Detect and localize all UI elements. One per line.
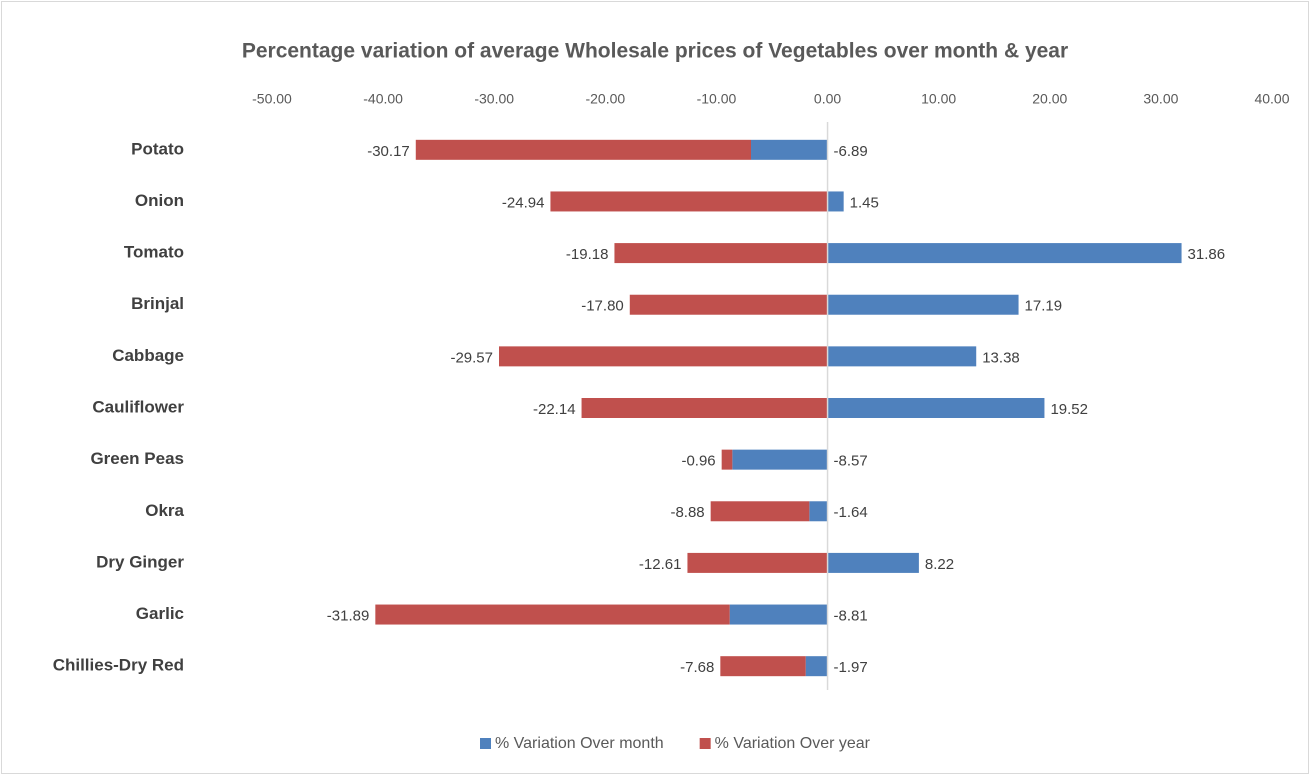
data-label: -0.96 [681, 453, 715, 470]
bar [805, 656, 828, 677]
bar [629, 294, 828, 315]
x-tick-label: 0.00 [814, 91, 841, 107]
legend-label: % Variation Over month [495, 735, 664, 752]
data-label: 8.22 [925, 556, 954, 573]
bar [581, 398, 828, 418]
bar [415, 139, 751, 160]
data-label: -30.17 [367, 143, 410, 160]
legend-swatch [480, 738, 491, 749]
data-label: 17.19 [1025, 298, 1063, 315]
bar [827, 191, 844, 212]
data-label: -8.57 [834, 453, 868, 470]
x-tick-label: -30.00 [474, 91, 514, 107]
category-label: Potato [131, 139, 184, 158]
bar [809, 501, 828, 522]
bar [375, 604, 730, 625]
chart-title: Percentage variation of average Wholesal… [242, 40, 1068, 63]
category-label: Okra [145, 501, 184, 520]
bar [751, 139, 828, 160]
data-label: -19.18 [566, 246, 609, 263]
data-label: -24.94 [502, 194, 545, 211]
bar [687, 552, 828, 573]
data-label: -6.89 [834, 143, 868, 160]
x-tick-label: -10.00 [697, 91, 737, 107]
category-label: Brinjal [131, 294, 184, 313]
data-label: -12.61 [639, 556, 682, 573]
bar [827, 346, 977, 367]
bar [827, 294, 1019, 315]
bar [729, 604, 828, 625]
x-tick-label: -20.00 [585, 91, 625, 107]
category-label: Cauliflower [92, 397, 184, 416]
x-tick-label: 10.00 [921, 91, 956, 107]
category-label: Garlic [136, 604, 184, 623]
data-label: -31.89 [327, 608, 370, 625]
legend-label: % Variation Over year [715, 735, 871, 752]
bar [710, 501, 810, 522]
data-label: -8.81 [834, 608, 868, 625]
data-label: 19.52 [1050, 401, 1088, 418]
category-label: Green Peas [90, 449, 184, 468]
data-label: -1.64 [834, 504, 868, 521]
x-tick-label: -50.00 [252, 91, 292, 107]
x-tick-label: 40.00 [1254, 91, 1289, 107]
legend-swatch [699, 738, 711, 749]
data-label: -29.57 [450, 349, 493, 366]
data-label: 13.38 [982, 349, 1020, 366]
category-label: Tomato [124, 243, 184, 262]
category-label: Onion [135, 191, 184, 210]
data-label: 1.45 [850, 194, 879, 211]
bar [827, 243, 1182, 264]
bar [614, 243, 828, 264]
category-label: Dry Ginger [96, 552, 184, 571]
data-label: -17.80 [581, 298, 624, 315]
bar [827, 552, 919, 573]
bar [720, 656, 806, 677]
bar [827, 398, 1045, 418]
x-tick-label: 30.00 [1143, 91, 1178, 107]
x-tick-label: 20.00 [1032, 91, 1067, 107]
data-label: -7.68 [680, 659, 714, 676]
data-label: 31.86 [1188, 246, 1226, 263]
bar [550, 191, 828, 212]
category-label: Cabbage [112, 346, 184, 365]
category-label: Chillies-Dry Red [53, 656, 184, 675]
bar [499, 346, 828, 367]
data-label: -22.14 [533, 401, 576, 418]
bar [732, 449, 828, 470]
x-tick-label: -40.00 [363, 91, 403, 107]
data-label: -1.97 [834, 659, 868, 676]
bar [721, 449, 733, 470]
data-label: -8.88 [670, 504, 704, 521]
